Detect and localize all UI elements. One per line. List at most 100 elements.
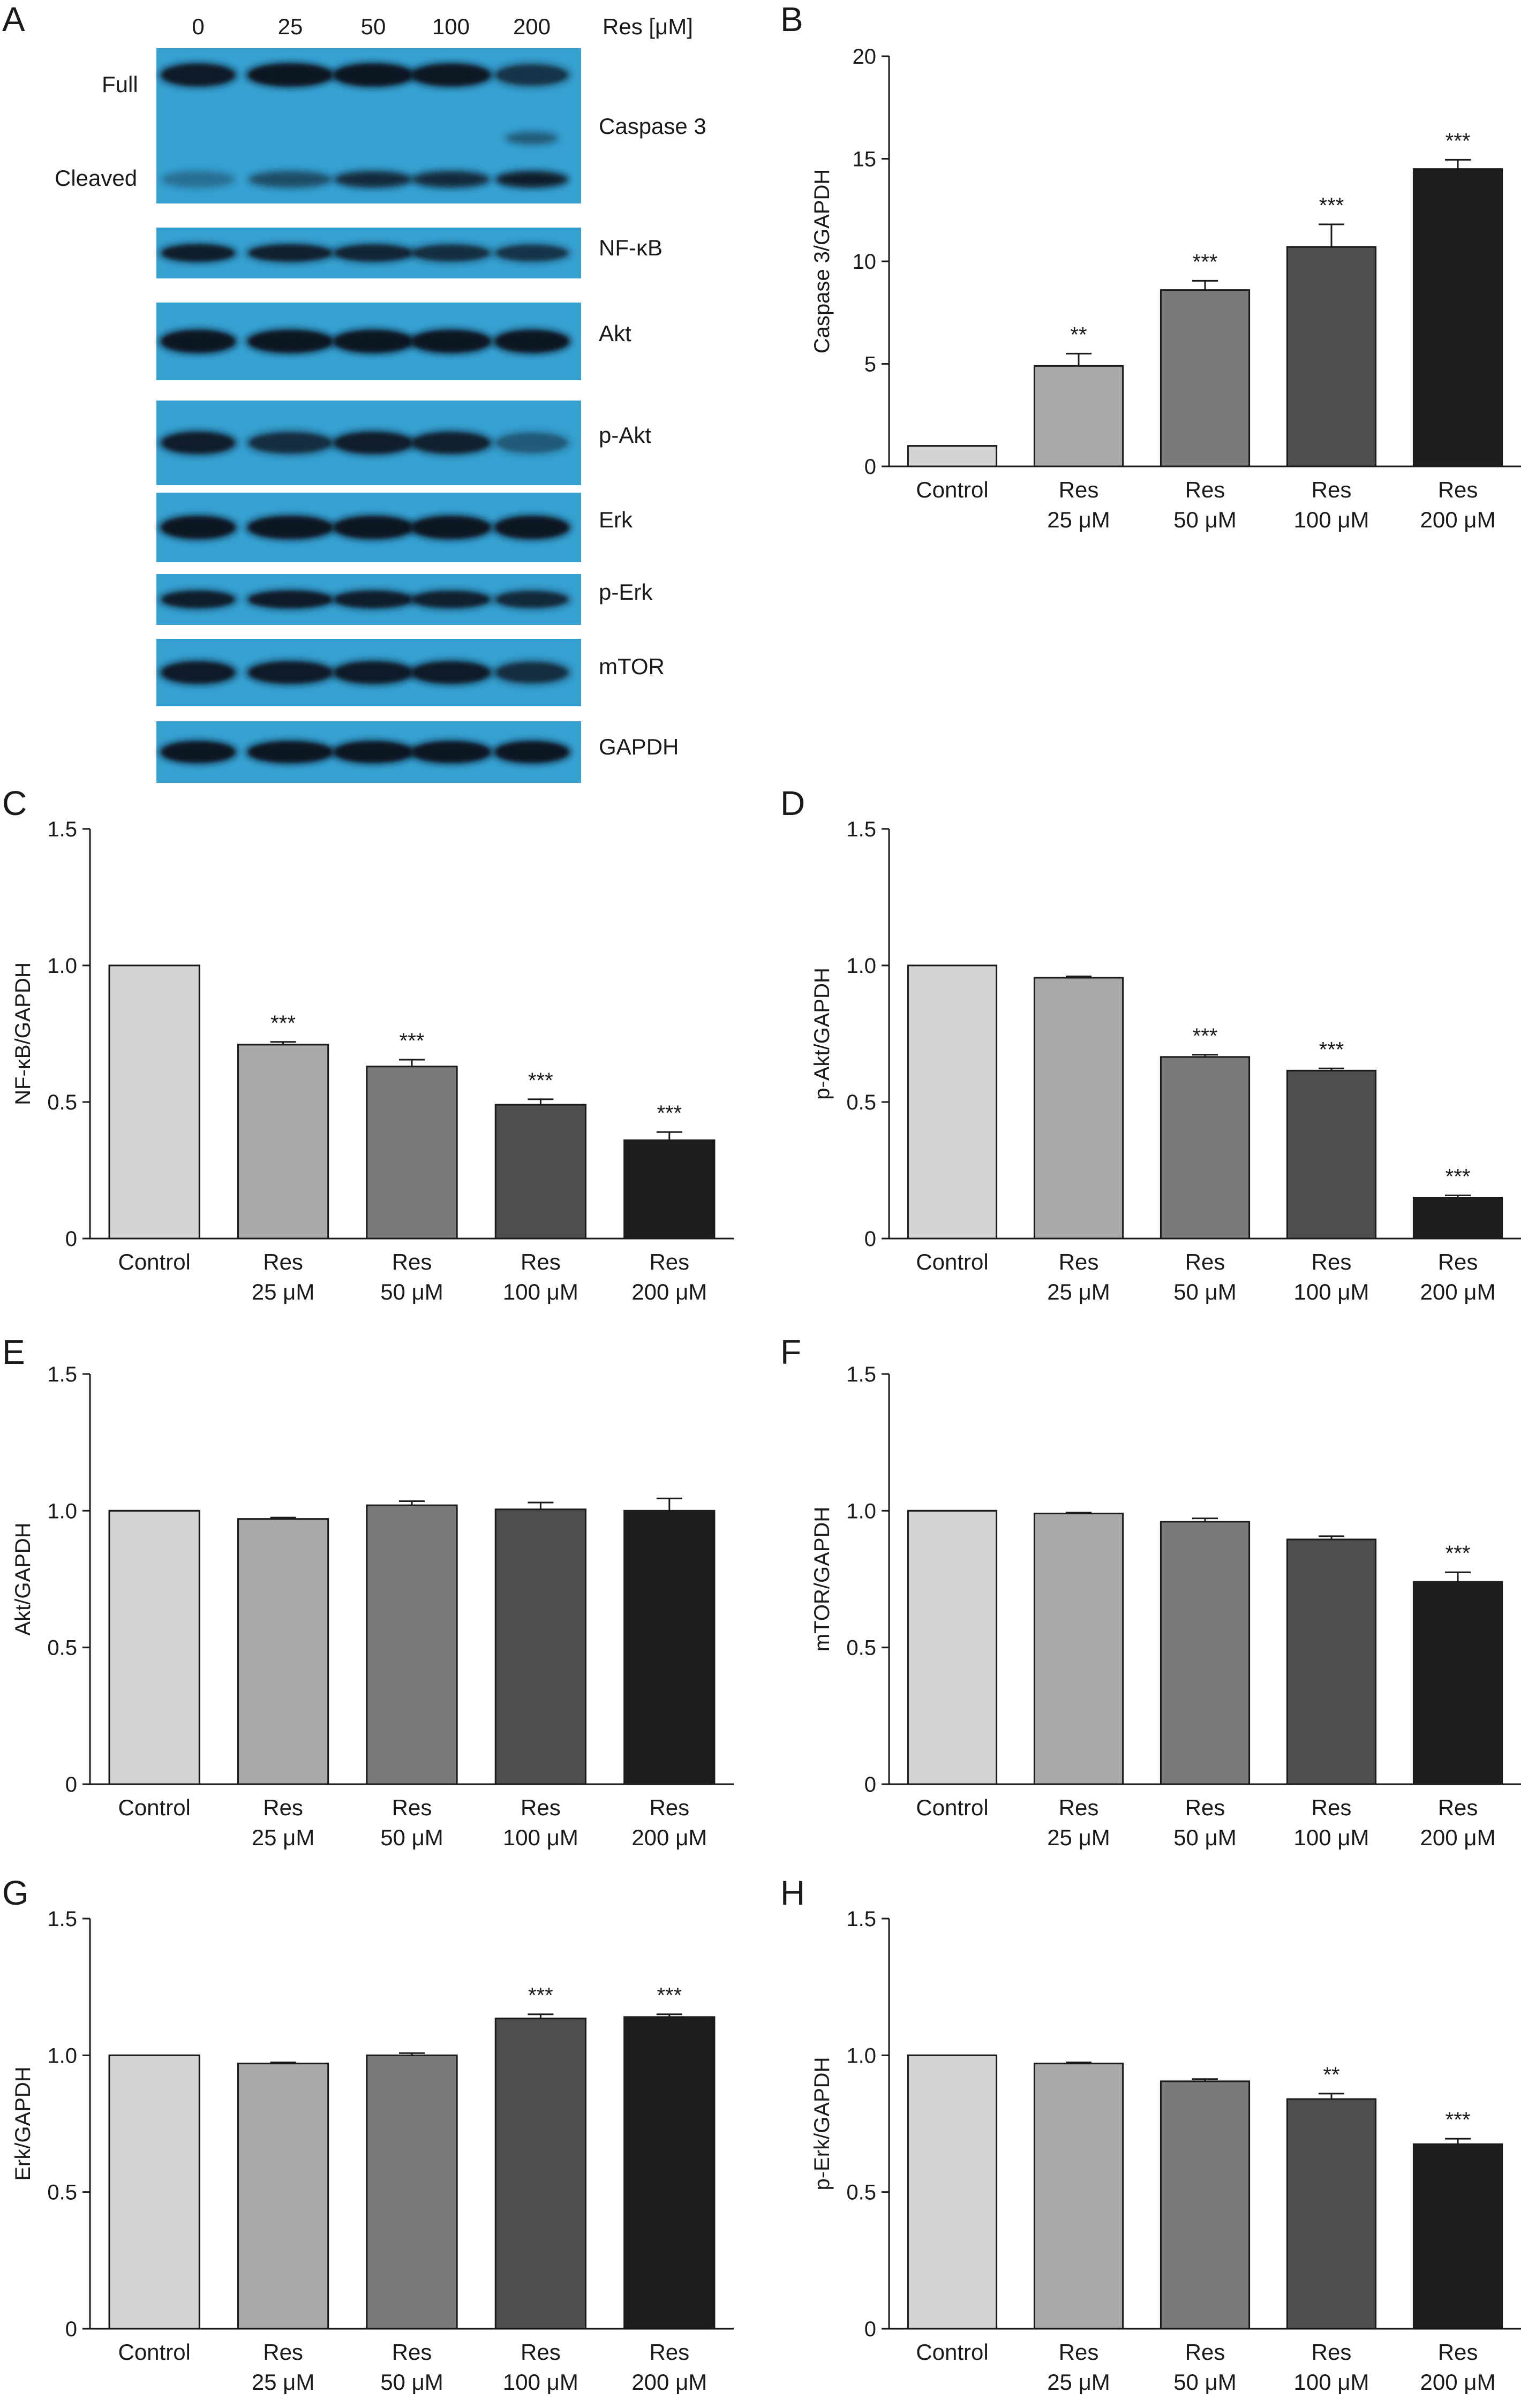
bar — [366, 1504, 458, 1785]
significance-marker: ** — [1070, 323, 1087, 346]
blot-label: Erk — [599, 507, 633, 532]
protein-band-core — [497, 65, 567, 85]
panel-letter: B — [780, 0, 803, 39]
category-label: 200 μM — [1420, 2369, 1496, 2395]
bar — [108, 1509, 200, 1785]
category-label: 100 μM — [503, 1279, 578, 1304]
significance-marker: *** — [1193, 1024, 1218, 1048]
category-label: 50 μM — [1173, 2369, 1237, 2395]
concentration-label: 100 — [432, 14, 470, 39]
bar — [623, 1139, 716, 1240]
protein-band-core — [413, 743, 488, 761]
y-tick-label: 0.5 — [846, 1091, 876, 1114]
category-label: Res — [1059, 1249, 1099, 1274]
y-tick-label: 1.0 — [47, 2044, 77, 2067]
protein-band-core — [497, 433, 567, 452]
bar — [623, 1509, 716, 1785]
y-axis-label: p-Erk/GAPDH — [810, 2057, 834, 2191]
protein-band-core — [497, 663, 567, 682]
blot-label: GAPDH — [599, 734, 679, 759]
category-label: 25 μM — [252, 2369, 315, 2395]
bar — [1033, 2063, 1124, 2330]
blot-label: NF-κB — [599, 235, 663, 260]
bar — [1412, 168, 1503, 467]
bar — [237, 1044, 329, 1240]
bar — [237, 2063, 329, 2330]
protein-band-core — [250, 433, 330, 452]
protein-band-core — [163, 663, 233, 682]
category-label: Control — [916, 477, 988, 502]
protein-band-core — [497, 518, 567, 537]
category-label: 50 μM — [1173, 507, 1237, 532]
category-label: 200 μM — [1420, 1825, 1496, 1850]
category-label: Control — [118, 2339, 190, 2365]
bar — [1412, 2143, 1503, 2330]
category-label: Res — [263, 1249, 303, 1274]
category-label: 25 μM — [1047, 1279, 1110, 1304]
y-tick-label: 0.5 — [846, 1636, 876, 1660]
protein-band-core — [336, 65, 411, 85]
category-label: Res — [1438, 1249, 1478, 1274]
chart-panel-c: C 0 0.5 1.0 1.5 NF-κB/GAPDH Control *** Res 25 μM… — [2, 784, 734, 1304]
category-label: Control — [916, 1795, 988, 1820]
y-tick-label: 0.5 — [846, 2181, 876, 2205]
bar — [907, 2054, 998, 2330]
y-tick-label: 20 — [853, 45, 877, 69]
category-label: Res — [1059, 1795, 1099, 1820]
chart-panel-h: H 0 0.5 1.0 1.5 p-Erk/GAPDH Control Res 25 μM Res… — [780, 1874, 1521, 2395]
y-tick-label: 0.5 — [47, 2181, 77, 2205]
significance-marker: *** — [1446, 1165, 1471, 1188]
blot-p-akt: p-Akt — [156, 401, 651, 485]
cleaved-band — [411, 171, 491, 188]
category-label: Res — [392, 1795, 432, 1820]
significance-marker: *** — [270, 1011, 296, 1035]
category-label: Res — [1185, 477, 1225, 502]
y-tick-label: 1.0 — [47, 954, 77, 978]
concentration-label: 0 — [192, 14, 204, 39]
y-tick-label: 1.5 — [47, 1907, 77, 1931]
y-tick-label: 1.5 — [846, 818, 876, 841]
protein-band-core — [413, 592, 488, 607]
category-label: Res — [1312, 1795, 1352, 1820]
cleaved-band — [334, 171, 413, 188]
bar — [1033, 1512, 1124, 1785]
y-tick-label: 1.0 — [846, 954, 876, 978]
concentration-label: 50 — [361, 14, 386, 39]
chart-panel-f: F 0 0.5 1.0 1.5 mTOR/GAPDH Control Res 25 μM Res 5… — [780, 1333, 1521, 1850]
significance-marker: *** — [657, 1984, 682, 2007]
protein-band-core — [163, 592, 233, 607]
bar — [1160, 289, 1251, 467]
protein-band-core — [163, 331, 233, 351]
y-tick-label: 1.5 — [846, 1907, 876, 1931]
category-label: Res — [263, 1795, 303, 1820]
category-label: Control — [916, 2339, 988, 2365]
category-label: 100 μM — [1294, 1279, 1369, 1304]
bar — [623, 2016, 716, 2330]
y-axis-label: mTOR/GAPDH — [810, 1507, 834, 1651]
category-label: 50 μM — [380, 1825, 443, 1850]
category-label: Res — [1059, 2339, 1099, 2365]
bar — [108, 964, 200, 1240]
blot-gapdh: GAPDH — [156, 721, 679, 783]
western-blot-panel: A 0 25 50 100 200 Res [μM] Full Cleaved Casp… — [2, 0, 706, 783]
blot-label: p-Akt — [599, 422, 651, 448]
bar — [494, 1508, 587, 1785]
significance-marker: ** — [1323, 2063, 1339, 2087]
chart-panel-d: D 0 0.5 1.0 1.5 p-Akt/GAPDH Control Res 25 μM ***… — [780, 784, 1521, 1304]
panel-letter-a: A — [2, 0, 25, 39]
bar — [907, 1509, 998, 1785]
category-label: 200 μM — [631, 2369, 707, 2395]
significance-marker: *** — [657, 1101, 682, 1125]
category-label: Res — [1185, 1795, 1225, 1820]
category-label: Res — [649, 2339, 689, 2365]
blot-label: Caspase 3 — [599, 114, 706, 139]
category-label: 25 μM — [252, 1279, 315, 1304]
concentration-label: 25 — [278, 14, 303, 39]
y-tick-label: 0 — [65, 1773, 77, 1796]
category-label: Res — [1438, 2339, 1478, 2365]
category-label: 50 μM — [380, 2369, 443, 2395]
bar — [1286, 2098, 1377, 2330]
y-tick-label: 5 — [864, 353, 876, 376]
category-label: Res — [1438, 477, 1478, 502]
